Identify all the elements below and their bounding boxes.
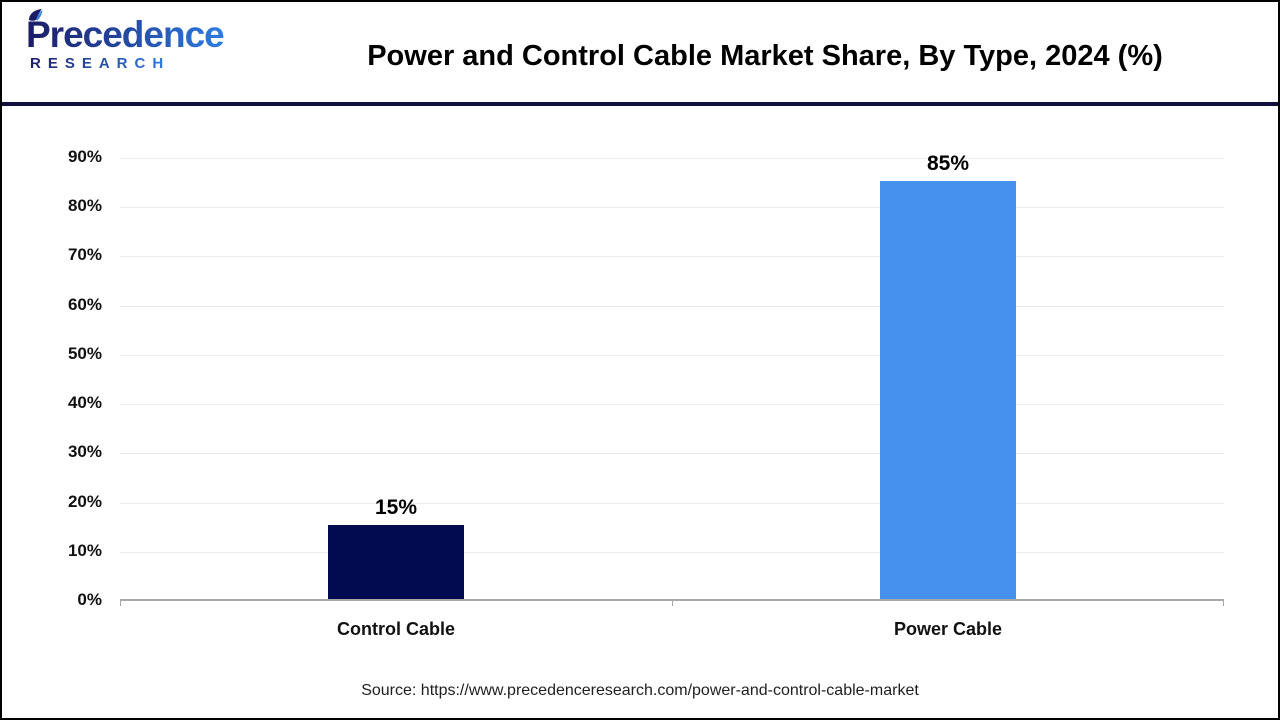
gridline [120,256,1224,258]
brand-name-text: Precedence [26,14,224,55]
brand-name: Precedence [26,8,224,55]
gridline [120,404,1224,406]
chart-title: Power and Control Cable Market Share, By… [367,40,1163,72]
x-axis-tick [120,599,121,606]
bar-power-cable: 85% [880,152,1016,599]
gridline [120,551,1224,553]
header: Precedence RESEARCH Power and Control Ca… [2,2,1278,106]
y-tick-label: 80% [67,196,102,216]
gridline [120,305,1224,307]
bar-value-label: 15% [374,496,418,520]
gridline [120,158,1224,159]
plot-area: 15% 85% [120,152,1224,606]
brand-logo: Precedence RESEARCH [26,8,224,72]
y-tick-label: 0% [77,590,102,609]
bar-value-label: 85% [926,151,970,175]
x-category-label: Power Cable [893,619,1003,639]
x-axis-tick [1223,599,1224,606]
y-tick-label: 60% [67,294,102,314]
y-tick-label: 70% [67,245,102,265]
gridline [120,453,1224,455]
y-tick-label: 30% [67,442,102,462]
chart-region: 15% 85% 0% 10% 20% 30% 40% 50% 60% 70% 80% 90% Con… [2,106,1278,716]
leaf-icon [28,8,43,21]
source-text: Source: https://www.precedenceresearch.c… [361,682,919,699]
y-tick-label: 10% [67,540,102,560]
gridline [120,207,1224,209]
x-category-label: Control Cable [336,619,456,639]
brand-subname: RESEARCH [26,56,170,71]
gridline [120,502,1224,504]
bar-control-cable: 15% [328,496,464,599]
y-tick-label: 20% [67,491,102,511]
y-tick-label: 40% [67,393,102,413]
y-tick-label: 50% [67,343,102,363]
gridline [120,354,1224,356]
x-axis-tick [672,599,673,606]
y-tick-label: 90% [67,147,102,166]
